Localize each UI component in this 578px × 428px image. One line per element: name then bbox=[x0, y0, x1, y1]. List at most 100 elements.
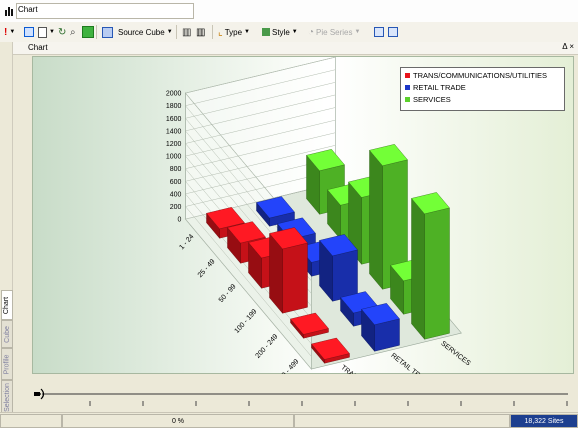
source-cube-button[interactable]: Source Cube ▼ bbox=[118, 25, 173, 39]
category-axis-label: 50 - 99 bbox=[218, 283, 238, 304]
bar-top-face bbox=[290, 312, 329, 335]
cube-icon bbox=[102, 26, 113, 38]
bar-top-face bbox=[361, 303, 400, 326]
y-tick-label: 1400 bbox=[166, 128, 182, 135]
series-axis-label: SERVICES bbox=[439, 340, 471, 367]
refresh-icon: ↻ bbox=[58, 26, 67, 38]
chevron-down-icon: ▼ bbox=[244, 29, 250, 35]
gridline bbox=[184, 182, 336, 370]
legend-label: SERVICES bbox=[413, 95, 451, 104]
chart-type-icon: ⌞ bbox=[218, 26, 223, 38]
y-tick-label: 200 bbox=[170, 204, 182, 211]
bar-top-face bbox=[256, 196, 295, 219]
legend-swatch bbox=[405, 73, 410, 78]
category-axis-label: 200 - 249 bbox=[255, 333, 280, 360]
pie-series-button[interactable]: ◔ Pie Series ▼ bbox=[308, 25, 360, 39]
legend-swatch bbox=[405, 85, 410, 90]
toolbar-separator bbox=[176, 25, 177, 39]
grid-icon bbox=[82, 26, 94, 38]
legend-item: RETAIL TRADE bbox=[405, 82, 466, 93]
timeline-slider[interactable] bbox=[32, 374, 572, 410]
gridline bbox=[184, 170, 336, 357]
y-tick-label: 800 bbox=[170, 166, 182, 173]
copy-button[interactable] bbox=[374, 25, 384, 39]
legend-item: TRANS/COMMUNICATIONS/UTILITIES bbox=[405, 70, 547, 81]
legend-swatch bbox=[405, 97, 410, 102]
chart-panel-title: Chart bbox=[28, 43, 48, 52]
bar-top-face bbox=[269, 227, 308, 250]
title-bar: Chart bbox=[0, 0, 578, 23]
bar-chart-active-button[interactable]: ▥ bbox=[196, 25, 205, 39]
window-icon bbox=[24, 27, 34, 37]
chart-legend: TRANS/COMMUNICATIONS/UTILITIES RETAIL TR… bbox=[400, 67, 565, 111]
export-icon bbox=[388, 27, 398, 37]
bar-top-face bbox=[369, 144, 408, 166]
search-button[interactable]: ⌕ bbox=[70, 25, 76, 39]
slider-thumb-icon bbox=[34, 388, 45, 400]
y-tick-label: 1600 bbox=[166, 116, 182, 123]
chevron-down-icon: ▼ bbox=[166, 29, 173, 35]
y-tick-label: 400 bbox=[170, 191, 182, 198]
magnifier-icon: ⌕ bbox=[70, 26, 76, 38]
left-tab-strip: Chart Cube Profile Selection bbox=[0, 42, 13, 414]
timeline-track bbox=[42, 393, 568, 406]
bar-top-face bbox=[206, 207, 245, 230]
grid-button[interactable] bbox=[82, 25, 94, 39]
tab-chart[interactable]: Chart bbox=[1, 290, 13, 320]
bar-front-face bbox=[282, 242, 308, 314]
alert-button[interactable]: ! ▼ bbox=[4, 25, 15, 39]
chart-panel-header: Chart Δ × bbox=[12, 42, 578, 55]
page-button[interactable]: ▼ bbox=[38, 25, 55, 39]
cube-button[interactable] bbox=[102, 25, 113, 39]
y-tick-label: 2000 bbox=[166, 91, 182, 98]
legend-label: TRANS/COMMUNICATIONS/UTILITIES bbox=[413, 71, 548, 80]
bar-chart-3d-icon: ▥ bbox=[196, 26, 206, 38]
y-tick-label: 1000 bbox=[166, 154, 182, 161]
legend-item: SERVICES bbox=[405, 94, 451, 105]
category-axis-label: 100 - 199 bbox=[234, 308, 259, 335]
source-cube-label: Source Cube bbox=[118, 27, 165, 37]
copy-icon bbox=[374, 27, 384, 37]
bar-front-face bbox=[424, 207, 450, 340]
pie-series-label: Pie Series bbox=[316, 27, 353, 37]
type-button[interactable]: ⌞ Type ▼ bbox=[218, 25, 250, 39]
layout-button[interactable] bbox=[24, 25, 34, 39]
y-tick-label: 1800 bbox=[166, 103, 182, 110]
page-icon bbox=[38, 26, 47, 38]
status-bar: 0 % 18,322 Sites bbox=[0, 412, 578, 428]
y-tick-label: 600 bbox=[170, 179, 182, 186]
chevron-down-icon: ▼ bbox=[9, 29, 16, 35]
bar-top-face bbox=[306, 149, 345, 172]
window-title: Chart bbox=[18, 5, 38, 14]
bar-chart-icon: ▥ bbox=[182, 26, 192, 38]
bar-chart-button[interactable]: ▥ bbox=[182, 25, 191, 39]
exclamation-icon: ! bbox=[4, 26, 8, 38]
category-axis-label: 25 - 49 bbox=[197, 258, 217, 279]
y-tick-label: 1200 bbox=[166, 141, 182, 148]
panel-controls[interactable]: Δ × bbox=[562, 42, 574, 51]
chevron-down-icon: ▼ bbox=[291, 29, 298, 35]
toolbar: ! ▼ ▼ ↻ ⌕ Source Cube ▼ ▥ ▥ ⌞ Type ▼ Style ▼ … bbox=[0, 22, 578, 43]
pie-icon: ◔ bbox=[308, 26, 315, 38]
bar-side-face bbox=[369, 149, 383, 290]
toolbar-separator bbox=[96, 25, 97, 39]
gridline bbox=[184, 94, 336, 282]
style-button[interactable]: Style ▼ bbox=[262, 25, 298, 39]
export-button[interactable] bbox=[388, 25, 398, 39]
category-axis-label: 1 - 24 bbox=[178, 233, 195, 251]
refresh-button[interactable]: ↻ bbox=[58, 25, 66, 39]
style-label: Style bbox=[272, 27, 290, 37]
bar-front-face bbox=[332, 249, 358, 302]
bar-top-face bbox=[319, 234, 358, 257]
gridline bbox=[184, 56, 336, 244]
y-tick-label: 0 bbox=[177, 217, 181, 224]
tab-profile[interactable]: Profile bbox=[1, 348, 13, 380]
tab-cube[interactable]: Cube bbox=[1, 320, 13, 348]
chevron-down-icon: ▼ bbox=[49, 29, 55, 35]
chevron-down-icon: ▼ bbox=[354, 29, 361, 35]
slider-thumb[interactable] bbox=[34, 388, 48, 400]
chart-app-icon bbox=[5, 7, 13, 16]
bar-top-face bbox=[227, 221, 266, 244]
legend-label: RETAIL TRADE bbox=[413, 83, 466, 92]
